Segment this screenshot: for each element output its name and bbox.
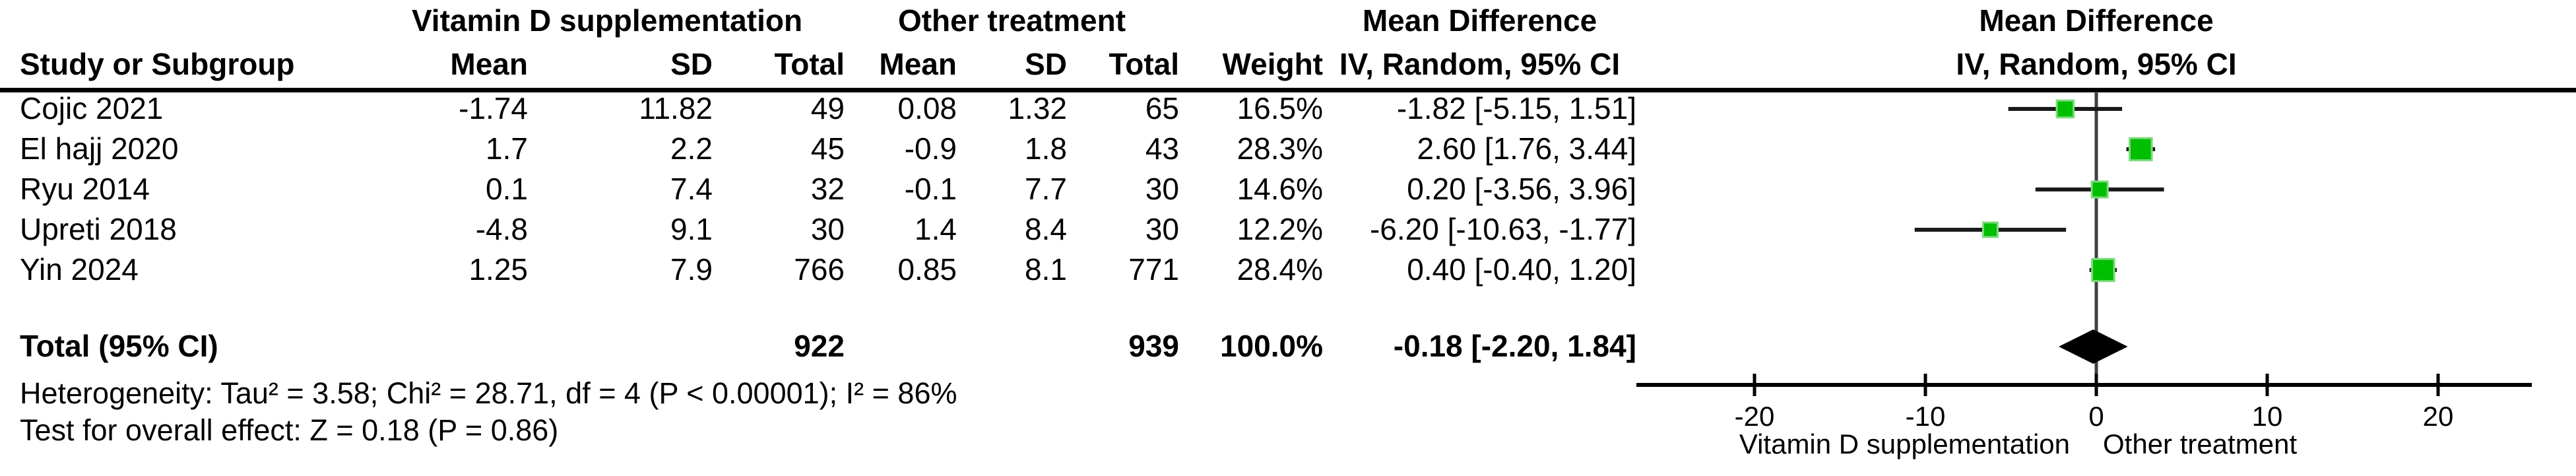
axis-tick-label: -20 (1735, 401, 1775, 432)
total2-value: 65 (1145, 91, 1179, 125)
mean1-value: 1.25 (468, 252, 528, 287)
mean2-value: 0.08 (897, 91, 957, 125)
weight-value: 28.4% (1237, 252, 1323, 287)
ci-text: 2.60 [1.76, 3.44] (1417, 131, 1637, 166)
total2-value: 30 (1145, 172, 1179, 206)
sd2-value: 7.7 (1025, 172, 1067, 206)
axis-tick-label: -10 (1906, 401, 1946, 432)
mean-marker (2129, 137, 2153, 162)
col-header-sd2: SD (1025, 47, 1067, 81)
group1-header: Vitamin D supplementation (411, 3, 803, 38)
ci-text: -6.20 [-10.63, -1.77] (1369, 212, 1636, 246)
sd1-value: 9.1 (670, 212, 713, 246)
study-name: Upreti 2018 (20, 212, 177, 246)
sd2-value: 1.8 (1025, 131, 1067, 166)
mean-difference-header-right: Mean Difference (1979, 3, 2214, 38)
weight-value: 12.2% (1237, 212, 1323, 246)
axis-tick-label: 20 (2423, 401, 2454, 432)
total1-value: 766 (794, 252, 845, 287)
study-name: Ryu 2014 (20, 172, 150, 206)
axis-tick-label: 0 (2088, 401, 2104, 432)
table-row: Cojic 2021 -1.74 11.82 49 0.08 1.32 65 1… (20, 88, 1636, 129)
total-weight: 100.0% (1219, 329, 1323, 363)
heterogeneity-stats: Heterogeneity: Tau² = 3.58; Chi² = 28.71… (20, 376, 957, 410)
mean2-value: -0.9 (904, 131, 957, 166)
col-header-ci: IV, Random, 95% CI (1339, 47, 1621, 81)
mean2-value: -0.1 (904, 172, 957, 206)
total-label: Total (95% CI) (20, 329, 218, 363)
ci-header-right: IV, Random, 95% CI (1956, 47, 2237, 81)
mean-difference-header-left: Mean Difference (1362, 3, 1597, 38)
ci-text: -1.82 [-5.15, 1.51] (1396, 91, 1636, 125)
weight-value: 28.3% (1237, 131, 1323, 166)
table-row: El hajj 2020 1.7 2.2 45 -0.9 1.8 43 28.3… (20, 129, 1636, 169)
col-header-mean2: Mean (879, 47, 957, 81)
total2-value: 30 (1145, 212, 1179, 246)
sd1-value: 2.2 (670, 131, 713, 166)
ci-text: 0.40 [-0.40, 1.20] (1407, 252, 1636, 287)
table-header-columns: Study or Subgroup Mean SD Total Mean SD … (20, 41, 1636, 88)
study-name: El hajj 2020 (20, 131, 179, 166)
total1-sum: 922 (794, 329, 845, 363)
col-header-mean1: Mean (450, 47, 528, 81)
weight-value: 14.6% (1237, 172, 1323, 206)
col-header-total2: Total (1109, 47, 1179, 81)
col-header-total1: Total (774, 47, 845, 81)
col-header-weight: Weight (1222, 47, 1323, 81)
mean1-value: 0.1 (486, 172, 528, 206)
table-header-groups: Vitamin D supplementation Other treatmen… (20, 0, 1636, 41)
mean1-value: 1.7 (486, 131, 528, 166)
mean2-value: 0.85 (897, 252, 957, 287)
study-name: Cojic 2021 (20, 91, 164, 125)
overall-effect-test: Test for overall effect: Z = 0.18 (P = 0… (20, 413, 559, 447)
axis-tick-label: 10 (2252, 401, 2283, 432)
sd1-value: 7.9 (670, 252, 713, 287)
mean1-value: -1.74 (459, 91, 528, 125)
ci-text: 0.20 [-3.56, 3.96] (1407, 172, 1636, 206)
table-row: Upreti 2018 -4.8 9.1 30 1.4 8.4 30 12.2%… (20, 209, 1636, 250)
col-header-study: Study or Subgroup (20, 47, 295, 81)
header-divider-line (0, 88, 2576, 92)
favours-right-label: Other treatment (2103, 428, 2297, 459)
mean1-value: -4.8 (475, 212, 528, 246)
weight-value: 16.5% (1237, 91, 1323, 125)
total1-value: 49 (810, 91, 845, 125)
mean2-value: 1.4 (915, 212, 957, 246)
total2-value: 771 (1128, 252, 1179, 287)
total-ci-text: -0.18 [-2.20, 1.84] (1393, 329, 1636, 363)
total-row: Total (95% CI) 922 939 100.0% -0.18 [-2.… (20, 326, 1636, 366)
group2-header: Other treatment (897, 3, 1126, 38)
col-header-sd1: SD (670, 47, 713, 81)
total-diamond (2059, 329, 2128, 364)
sd1-value: 7.4 (670, 172, 713, 206)
forest-plot-graph: -20 -10 0 10 20 Vitamin D supplementation Othe… (1636, 92, 2532, 459)
sd2-value: 8.1 (1025, 252, 1067, 287)
sd2-value: 8.4 (1025, 212, 1067, 246)
table-row: Ryu 2014 0.1 7.4 32 -0.1 7.7 30 14.6% 0.… (20, 169, 1636, 209)
mean-marker (2090, 180, 2109, 199)
total1-value: 45 (810, 131, 845, 166)
table-row: Yin 2024 1.25 7.9 766 0.85 8.1 771 28.4%… (20, 250, 1636, 290)
total1-value: 30 (810, 212, 845, 246)
sd1-value: 11.82 (639, 91, 713, 125)
sd2-value: 1.32 (1008, 91, 1067, 125)
study-name: Yin 2024 (20, 252, 139, 287)
mean-marker (1981, 221, 1999, 238)
total2-sum: 939 (1128, 329, 1179, 363)
favours-left-label: Vitamin D supplementation (1739, 428, 2070, 459)
mean-marker (2091, 257, 2115, 283)
mean-marker (2055, 99, 2075, 119)
total1-value: 32 (810, 172, 845, 206)
total2-value: 43 (1145, 131, 1179, 166)
